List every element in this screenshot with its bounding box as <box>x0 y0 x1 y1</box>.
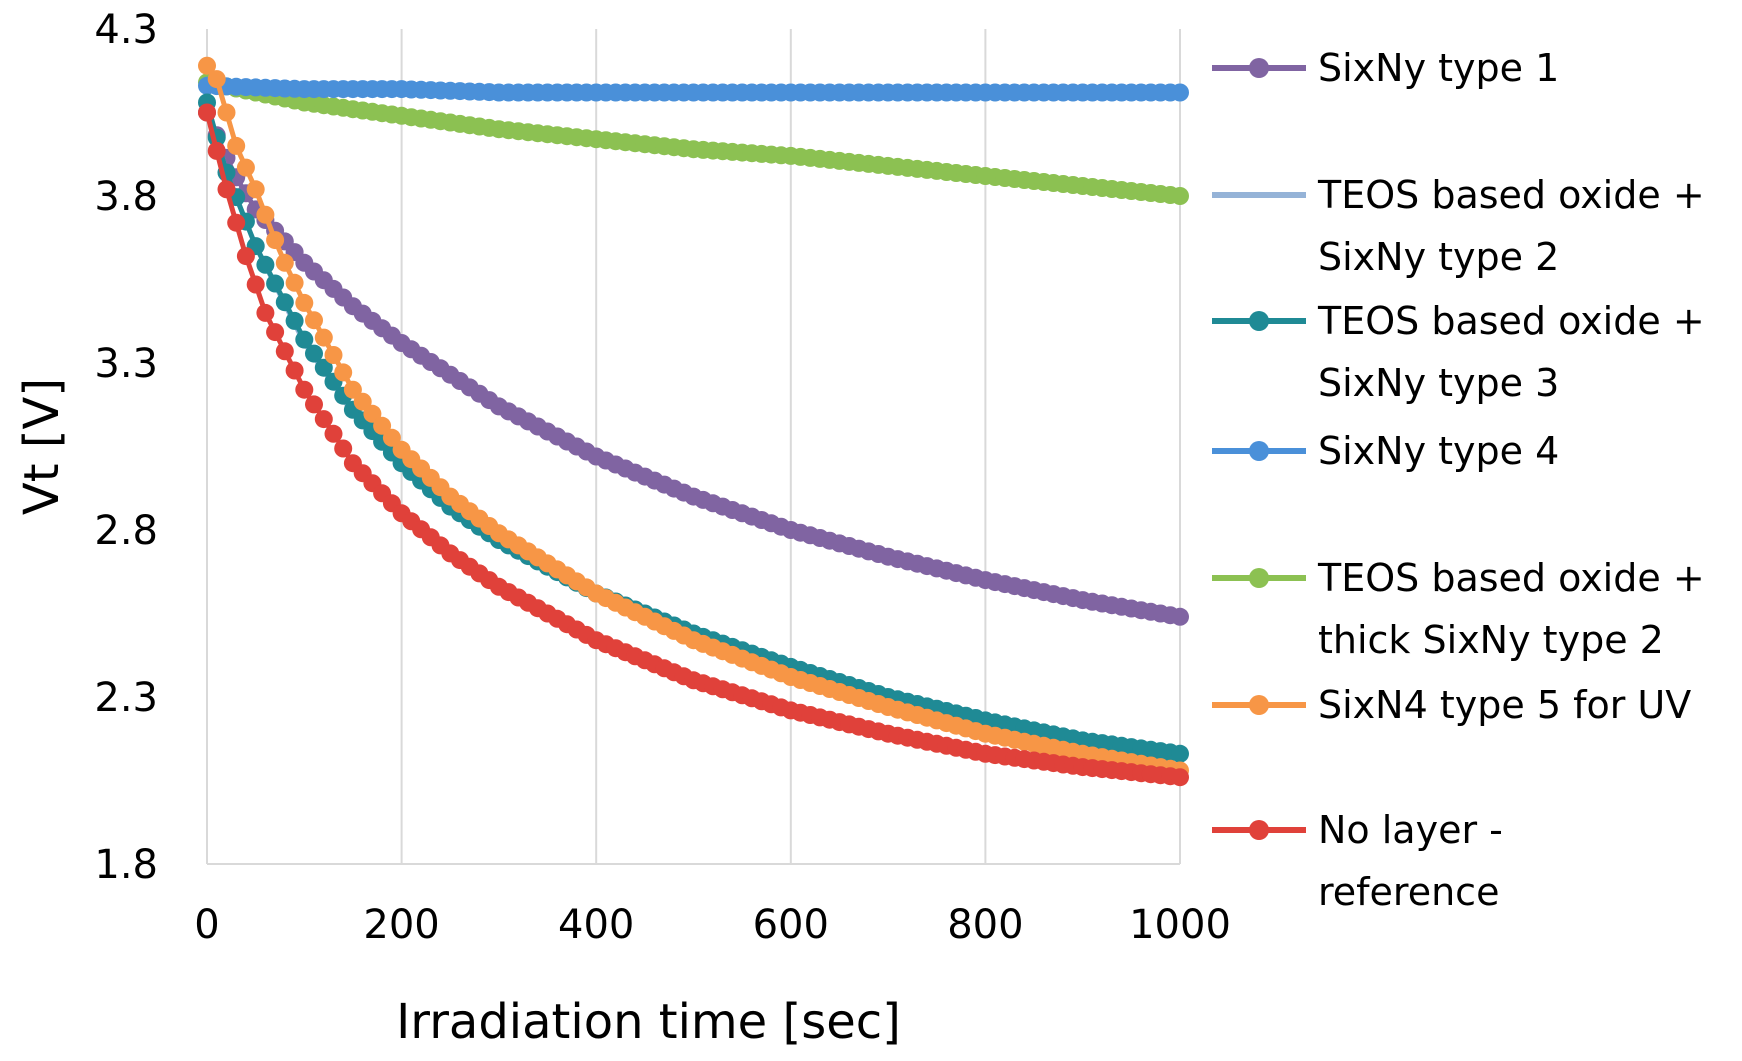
series-5-point-4 <box>236 158 255 177</box>
series-5-point-16 <box>353 392 372 411</box>
series-5-point-8 <box>275 253 294 272</box>
series-5-point-12 <box>314 328 333 347</box>
series-6-point-2 <box>217 180 236 199</box>
legend-swatch-marker-5 <box>1249 695 1269 715</box>
series-6-point-12 <box>314 410 333 429</box>
series-5-point-17 <box>363 404 382 423</box>
series-5-point-14 <box>334 363 353 382</box>
x-tick-label-3: 600 <box>753 902 829 948</box>
y-tick-label-2: 2.8 <box>94 508 158 554</box>
legend-swatch-marker-2 <box>1249 311 1269 331</box>
legend-swatch-marker-6 <box>1249 820 1269 840</box>
series-5-point-1 <box>207 70 226 89</box>
series-4-point-100 <box>1171 187 1189 205</box>
series-6-point-11 <box>305 395 323 414</box>
series-6-point-9 <box>285 361 304 380</box>
x-tick-label-1: 200 <box>363 902 439 948</box>
series-6-point-0 <box>198 103 216 122</box>
series-2 <box>198 93 1189 763</box>
series-5-point-7 <box>266 231 285 250</box>
series-5-point-0 <box>198 56 216 75</box>
series-6-point-3 <box>227 213 246 232</box>
legend-item-6: No layer - reference <box>1212 808 1503 914</box>
series-5-point-5 <box>246 180 265 199</box>
legend-item-4: TEOS based oxide + thick SixNy type 2 <box>1212 556 1705 662</box>
series-5-point-9 <box>285 273 304 292</box>
series-6-point-100 <box>1171 768 1189 787</box>
series-6-point-6 <box>256 303 275 322</box>
series-layer <box>198 56 1189 787</box>
series-5-point-18 <box>373 416 392 435</box>
legend-label-6-line-1: reference <box>1318 870 1499 914</box>
series-0-point-100 <box>1171 607 1189 626</box>
y-tick-label-0: 1.8 <box>94 842 158 888</box>
legend: SixNy type 1 TEOS based oxide + SixNy type… <box>1212 46 1705 914</box>
series-3-point-100 <box>1171 83 1189 102</box>
legend-swatch-marker-0 <box>1249 58 1269 78</box>
legend-label-0-line-0: SixNy type 1 <box>1318 46 1559 90</box>
x-axis-title: Irradiation time [sec] <box>396 994 901 1050</box>
series-2-point-10 <box>295 330 314 349</box>
series-2-point-6 <box>256 255 275 274</box>
series-1 <box>204 101 1181 757</box>
legend-label-4-line-0: TEOS based oxide + <box>1317 556 1705 600</box>
series-5-point-19 <box>382 428 401 447</box>
legend-swatch-marker-3 <box>1249 441 1269 461</box>
series-6-point-4 <box>236 247 255 266</box>
series-3 <box>198 76 1189 102</box>
legend-swatch-marker-4 <box>1249 568 1269 588</box>
series-6-point-13 <box>324 424 343 443</box>
series-5-point-3 <box>227 136 246 155</box>
legend-item-0: SixNy type 1 <box>1212 46 1559 90</box>
legend-label-5-line-0: SixN4 type 5 for UV <box>1318 683 1691 727</box>
x-tick-label-0: 0 <box>194 902 219 948</box>
series-2-point-100 <box>1171 744 1189 763</box>
series-line-2 <box>204 101 1181 757</box>
tick-label-layer: 0 200 400 600 800 1000 1.8 2.3 2.8 3.3 3.8 4.3 <box>94 7 1231 948</box>
legend-item-3: SixNy type 4 <box>1212 429 1559 473</box>
series-2-point-12 <box>314 358 333 377</box>
x-tick-label-4: 800 <box>947 902 1023 948</box>
series-5-point-10 <box>295 293 314 312</box>
legend-item-5: SixN4 type 5 for UV <box>1212 683 1691 727</box>
series-6-point-8 <box>275 342 294 361</box>
series-6-point-1 <box>207 141 226 160</box>
series-line-1 <box>204 101 1181 757</box>
axis-layer <box>206 29 1180 865</box>
series-6-point-14 <box>334 439 353 458</box>
legend-label-4-line-1: thick SixNy type 2 <box>1318 618 1664 662</box>
y-tick-label-3: 3.3 <box>94 341 158 387</box>
y-axis-title: Vt [V] <box>14 378 70 515</box>
series-6-point-5 <box>246 275 265 294</box>
x-tick-label-2: 400 <box>558 902 634 948</box>
series-6-point-10 <box>295 380 314 399</box>
legend-label-6-line-0: No layer - <box>1318 808 1503 852</box>
legend-label-2-line-0: TEOS based oxide + <box>1317 299 1705 343</box>
x-tick-label-5: 1000 <box>1129 902 1231 948</box>
series-5-point-6 <box>256 205 275 224</box>
series-5 <box>198 56 1189 780</box>
legend-label-3-line-0: SixNy type 4 <box>1318 429 1559 473</box>
series-6-point-7 <box>266 323 285 342</box>
legend-item-1: TEOS based oxide + SixNy type 2 <box>1212 173 1705 279</box>
legend-label-1-line-1: SixNy type 2 <box>1318 235 1559 279</box>
y-tick-label-1: 2.3 <box>94 675 158 721</box>
series-2-point-9 <box>285 311 304 330</box>
series-6 <box>198 103 1189 787</box>
y-tick-label-4: 3.8 <box>94 174 158 220</box>
series-5-point-13 <box>324 346 343 364</box>
series-2-point-7 <box>266 274 285 293</box>
legend-label-1-line-0: TEOS based oxide + <box>1317 173 1705 217</box>
legend-item-2: TEOS based oxide + SixNy type 3 <box>1212 299 1705 405</box>
series-2-point-11 <box>305 344 323 363</box>
series-5-point-11 <box>305 311 323 330</box>
legend-label-2-line-1: SixNy type 3 <box>1318 361 1559 405</box>
y-tick-label-5: 4.3 <box>94 7 158 53</box>
series-2-point-8 <box>275 293 294 312</box>
series-5-point-15 <box>343 380 362 399</box>
series-5-point-2 <box>217 103 236 122</box>
